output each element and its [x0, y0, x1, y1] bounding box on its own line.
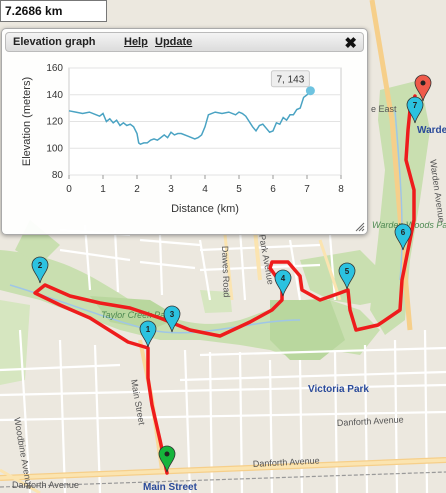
route-marker-m6[interactable]: 6: [394, 223, 412, 251]
route-marker-m1[interactable]: 1: [139, 320, 157, 348]
x-tick-label: 6: [270, 184, 276, 195]
route-marker-m2[interactable]: 2: [31, 256, 49, 284]
close-icon[interactable]: ✖: [344, 35, 357, 52]
street-label-dawes: Dawes Road: [220, 246, 232, 298]
route-marker-m7[interactable]: 7: [406, 96, 424, 124]
map-pin-icon: [163, 305, 181, 333]
railway-line: [0, 471, 446, 488]
marker-label: 1: [146, 325, 151, 334]
y-tick-label: 120: [46, 117, 63, 128]
x-tick-label: 2: [134, 184, 140, 195]
elevation-panel-title: Elevation graph: [13, 36, 96, 48]
map-pin-icon: [406, 96, 424, 124]
map-pin-icon: [414, 74, 432, 102]
elevation-panel-header: Elevation graph Help Update ✖: [5, 32, 364, 52]
street-label-danforth-2: Danforth Avenue: [337, 415, 404, 428]
y-tick-label: 160: [46, 63, 63, 74]
y-tick-label: 80: [52, 170, 64, 181]
marker-label: 2: [38, 261, 43, 270]
tooltip-box: [270, 70, 310, 88]
marker-dot: [164, 451, 170, 457]
x-tick-label: 8: [338, 184, 344, 195]
map-pin-icon: [394, 223, 412, 251]
park-label-warden-woods: Warden Woods Park: [372, 220, 446, 230]
elevation-panel: Elevation graph Help Update ✖ 80 100 120 14…: [1, 28, 368, 235]
marker-label: 5: [345, 267, 350, 276]
x-axis-title: Distance (km): [171, 203, 239, 215]
resize-grip-icon[interactable]: [355, 222, 365, 232]
marker-label: 4: [281, 274, 286, 283]
x-tick-label: 5: [236, 184, 242, 195]
y-axis-title: Elevation (meters): [21, 77, 33, 166]
x-tick-label: 4: [202, 184, 208, 195]
map-pin-icon: [338, 262, 356, 290]
help-link[interactable]: Help: [124, 36, 148, 48]
total-distance: 7.2686 km: [0, 0, 107, 22]
tooltip-text: 7, 143: [276, 75, 304, 86]
map-pin-icon: [274, 269, 292, 297]
station-label-main-street: Main Street: [143, 482, 198, 493]
x-tick-label: 0: [66, 184, 72, 195]
route-marker-end[interactable]: [414, 74, 432, 102]
marker-label: 6: [401, 228, 406, 237]
marker-dot: [420, 80, 426, 86]
elevation-chart: 80 100 120 140 160 0 1 2 3 4 5 6 7 8 7, 143 Distance (k…: [21, 63, 344, 215]
map-pin-icon: [158, 445, 176, 473]
route-marker-m5[interactable]: 5: [338, 262, 356, 290]
route-marker-m3[interactable]: 3: [163, 305, 181, 333]
map-pin-icon: [139, 320, 157, 348]
route-marker-start[interactable]: [158, 445, 176, 473]
route-markers: 1 2 3 4 5 6 7: [31, 74, 432, 473]
place-label-victoria-park: Victoria Park: [308, 384, 369, 395]
station-label-warden: Warden: [417, 125, 446, 136]
street-label-danforth-3: Danforth Avenue: [12, 480, 79, 490]
x-tick-label: 7: [304, 184, 310, 195]
y-tick-label: 140: [46, 90, 63, 101]
marker-label: 3: [170, 310, 175, 319]
update-link[interactable]: Update: [155, 36, 193, 48]
street-label-danforth-1: Danforth Avenue: [253, 456, 320, 469]
street-label-east: e East: [371, 104, 397, 114]
map-pin-icon: [31, 256, 49, 284]
y-tick-label: 100: [46, 143, 63, 154]
x-tick-label: 1: [100, 184, 106, 195]
park-label-taylor-creek: Taylor Creek Park: [101, 310, 173, 320]
marker-label: 7: [413, 101, 418, 110]
x-tick-label: 3: [168, 184, 174, 195]
route-marker-m4[interactable]: 4: [274, 269, 292, 297]
elevation-series-line: [68, 90, 311, 146]
elevation-point: [305, 86, 315, 96]
